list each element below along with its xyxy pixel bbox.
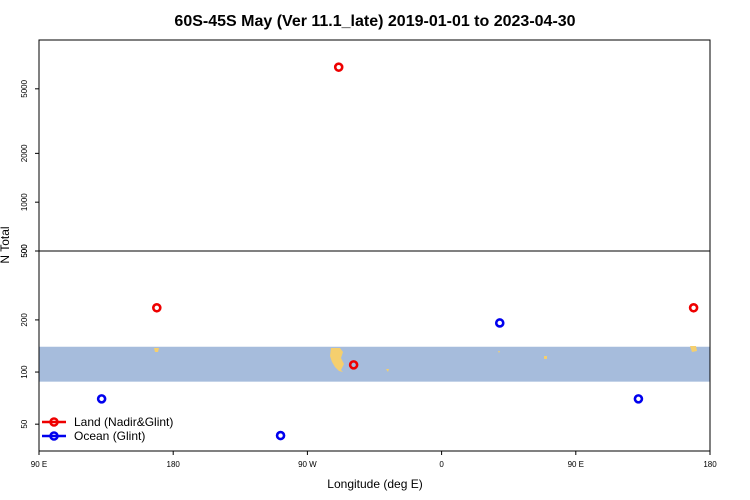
y-tick-label: 500 xyxy=(20,244,29,258)
x-tick-label: 180 xyxy=(703,460,717,469)
ocean-data-point xyxy=(633,394,644,404)
y-axis-upper: 500 1000 2000 5000 xyxy=(20,79,39,258)
y-tick-label: 2000 xyxy=(20,144,29,162)
data-points xyxy=(96,62,699,441)
y-tick-label: 100 xyxy=(20,365,29,379)
y-axis-lower: 50 100 200 500 xyxy=(20,244,39,429)
legend-label-ocean: Ocean (Glint) xyxy=(74,429,145,443)
x-tick-label: 0 xyxy=(439,460,444,469)
y-tick-label: 200 xyxy=(20,313,29,327)
island-4 xyxy=(386,369,389,372)
ocean-data-point xyxy=(275,430,286,441)
chart-title: 60S-45S May (Ver 11.1_late) 2019-01-01 t… xyxy=(174,13,575,30)
land-data-point xyxy=(688,302,699,313)
ocean-data-point xyxy=(494,318,505,328)
y-tick-label: 500 xyxy=(20,244,29,258)
x-tick-label: 180 xyxy=(167,460,181,469)
plot-area xyxy=(38,39,711,452)
land-data-point xyxy=(348,360,359,370)
y-tick-label: 50 xyxy=(20,419,29,428)
land-data-point xyxy=(333,62,344,72)
ocean-data-point xyxy=(96,394,107,404)
latitude-band xyxy=(39,346,710,382)
legend: Land (Nadir&Glint) Ocean (Glint) xyxy=(42,415,173,443)
island-1 xyxy=(154,348,159,352)
island-2 xyxy=(690,346,697,352)
x-axis: 90 E 180 90 W 0 90 E 180 xyxy=(31,451,717,469)
island-5 xyxy=(498,351,500,353)
plot-frame xyxy=(38,39,711,452)
y-axis-label: N Total xyxy=(0,226,12,263)
x-tick-label: 90 E xyxy=(31,460,47,469)
x-tick-label: 90 E xyxy=(568,460,584,469)
legend-label-land: Land (Nadir&Glint) xyxy=(74,415,173,429)
y-tick-label: 5000 xyxy=(20,79,29,97)
x-tick-label: 90 W xyxy=(298,460,317,469)
land-masses xyxy=(154,346,697,372)
land-data-point xyxy=(151,302,162,313)
south-america-tip xyxy=(330,348,344,372)
x-axis-label: Longitude (deg E) xyxy=(327,477,422,491)
legend-item-land: Land (Nadir&Glint) xyxy=(42,415,173,429)
legend-item-ocean: Ocean (Glint) xyxy=(42,429,145,443)
y-tick-label: 1000 xyxy=(20,193,29,211)
island-3 xyxy=(544,356,547,359)
